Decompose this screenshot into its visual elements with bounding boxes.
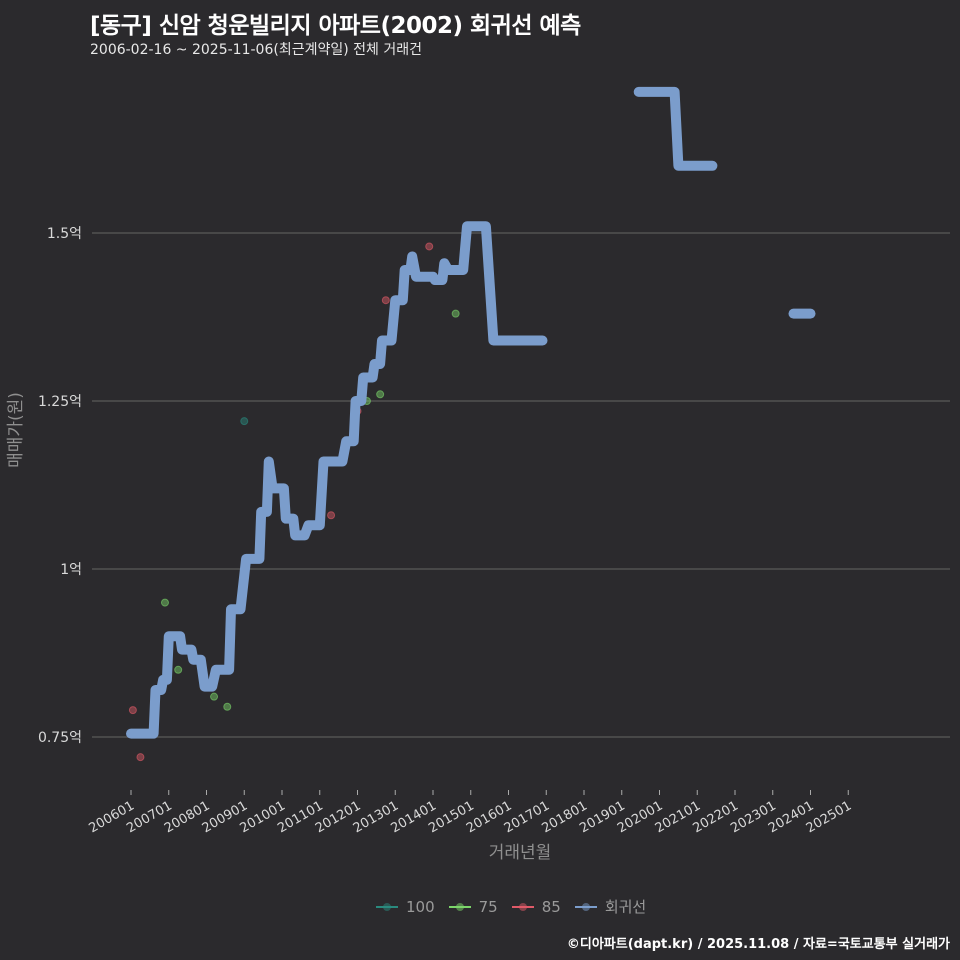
legend-item: 75: [448, 897, 498, 916]
legend-key-icon: [376, 901, 398, 913]
legend-label: 75: [478, 897, 498, 916]
scatter-point-75: [376, 390, 385, 399]
regression-line: [126, 86, 816, 739]
legend-label: 85: [541, 897, 561, 916]
regression-segment: [126, 221, 548, 739]
source-caption: ©디아파트(dapt.kr) / 2025.11.08 / 자료=국토교통부 실…: [566, 937, 950, 952]
scatter-point-85: [128, 706, 137, 715]
legend-key-icon: [448, 901, 471, 913]
y-axis: 0.75억 1억 1.25억 1.5억: [38, 226, 82, 746]
legend-item: 85: [511, 897, 561, 916]
scatter-point-75: [160, 598, 169, 607]
legend-item: 100: [376, 898, 435, 916]
y-tick-label: 1억: [60, 562, 82, 578]
chart-plot: 0.75억 1억 1.25억 1.5억 20060120070120080120090…: [6, 86, 950, 863]
scatter-point-85: [425, 242, 434, 251]
scatter-point-85: [136, 753, 145, 762]
x-axis: 2006012007012008012009012010012011012012…: [87, 790, 854, 836]
scatter-point-100: [240, 417, 249, 426]
legend-label: 회귀선: [604, 898, 647, 916]
scatter-point-85: [381, 296, 390, 305]
chart-subtitle: 2006-02-16 ~ 2025-11-06(최근계약일) 전체 거래건: [90, 42, 422, 58]
legend-label: 100: [406, 897, 435, 916]
y-tick-label: 0.75억: [38, 730, 82, 746]
legend-key-icon: [574, 901, 597, 913]
scatter-point-75: [451, 309, 460, 318]
y-tick-label: 1.5억: [47, 226, 82, 242]
gridlines: [92, 232, 950, 738]
legend-key-icon: [511, 901, 534, 913]
y-axis-title: 매매가(원): [6, 392, 26, 468]
legend-item: 회귀선: [574, 896, 647, 917]
regression-segment: [633, 86, 718, 171]
scatter-points: [128, 242, 460, 762]
y-tick-label: 1.25억: [38, 394, 82, 410]
scatter-point-85: [327, 511, 336, 520]
scatter-point-75: [210, 692, 219, 701]
legend: 100 75 85 회귀선: [376, 896, 652, 917]
x-axis-title: 거래년월: [489, 843, 552, 863]
scatter-point-75: [223, 702, 232, 711]
scatter-point-75: [174, 665, 183, 674]
chart-title: [동구] 신암 청운빌리지 아파트(2002) 회귀선 예측: [90, 13, 581, 39]
